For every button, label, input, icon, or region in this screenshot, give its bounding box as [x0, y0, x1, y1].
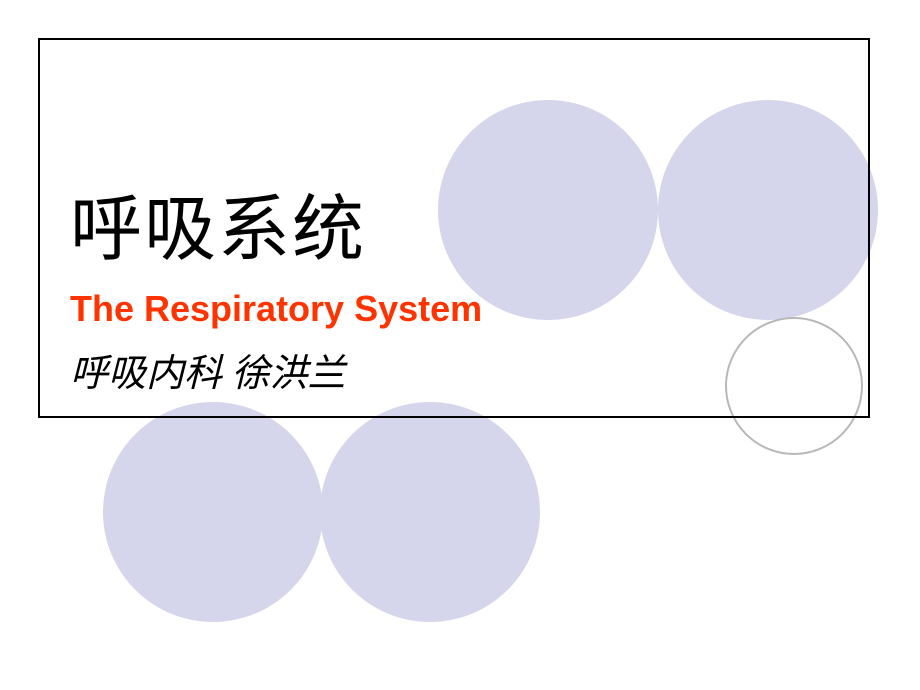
title-container: 呼吸系统 The Respiratory System 呼吸内科 徐洪兰: [38, 38, 870, 418]
decorative-circle-4: [320, 402, 540, 622]
title-chinese: 呼吸系统: [70, 170, 366, 275]
subtitle-author: 呼吸内科 徐洪兰: [70, 342, 346, 397]
decorative-circle-3: [103, 402, 323, 622]
title-english: The Respiratory System: [70, 288, 482, 330]
